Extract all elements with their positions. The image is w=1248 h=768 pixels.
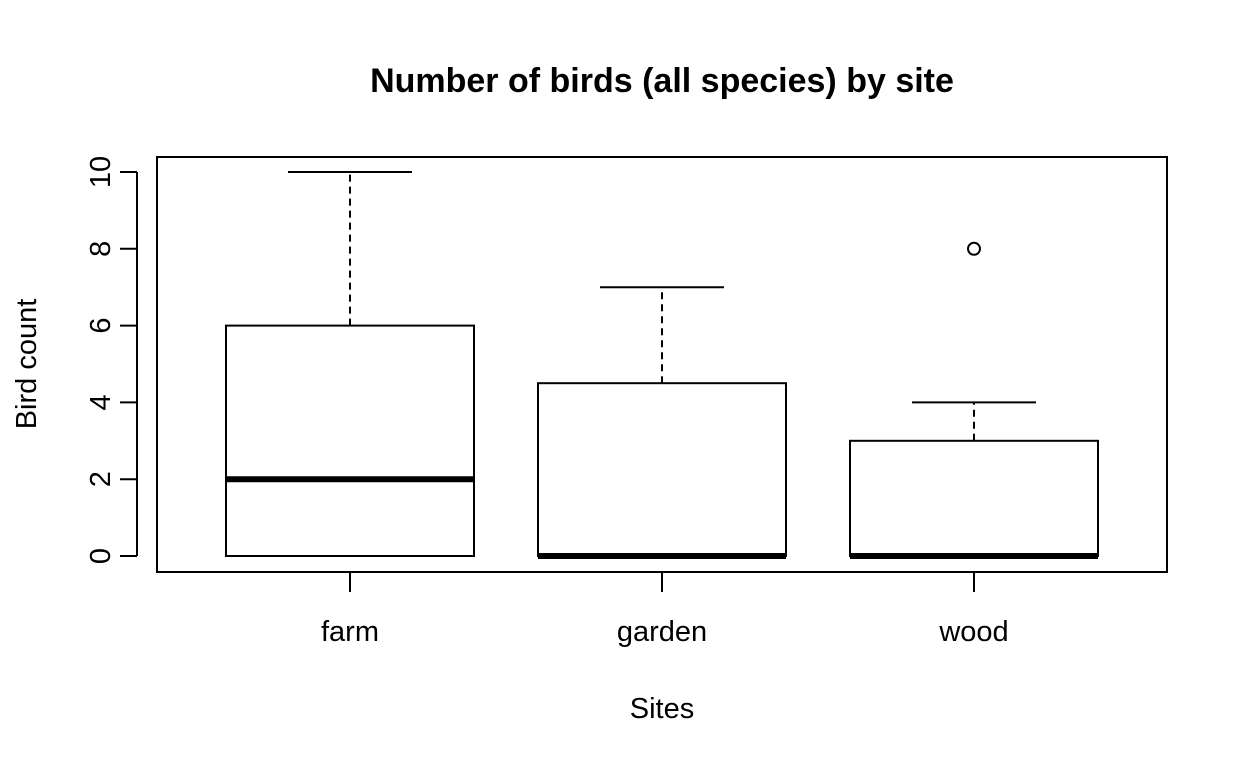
y-axis-label: Bird count xyxy=(11,299,43,430)
y-tick-label: 6 xyxy=(85,318,117,334)
box-garden xyxy=(537,286,787,559)
x-axis-label: Sites xyxy=(630,693,694,725)
box-wood xyxy=(849,241,1099,559)
box-iqr xyxy=(225,324,475,557)
box-iqr xyxy=(849,439,1099,557)
boxes-layer xyxy=(225,171,1099,559)
x-tick-label-wood: wood xyxy=(938,616,1008,648)
y-tick-label: 4 xyxy=(85,394,117,410)
y-tick-label: 0 xyxy=(85,548,117,564)
x-axis: farm garden wood xyxy=(321,572,1009,648)
x-tick-label-garden: garden xyxy=(617,616,707,648)
box-farm xyxy=(225,171,475,557)
y-axis: 0 2 4 6 8 10 xyxy=(85,156,138,564)
y-tick-label: 8 xyxy=(85,241,117,257)
chart-title: Number of birds (all species) by site xyxy=(370,62,954,100)
outlier-point xyxy=(967,241,981,256)
x-tick-label-farm: farm xyxy=(321,616,379,648)
y-tick-label: 10 xyxy=(85,156,117,188)
y-tick-label: 2 xyxy=(85,471,117,487)
box-iqr xyxy=(537,382,787,558)
